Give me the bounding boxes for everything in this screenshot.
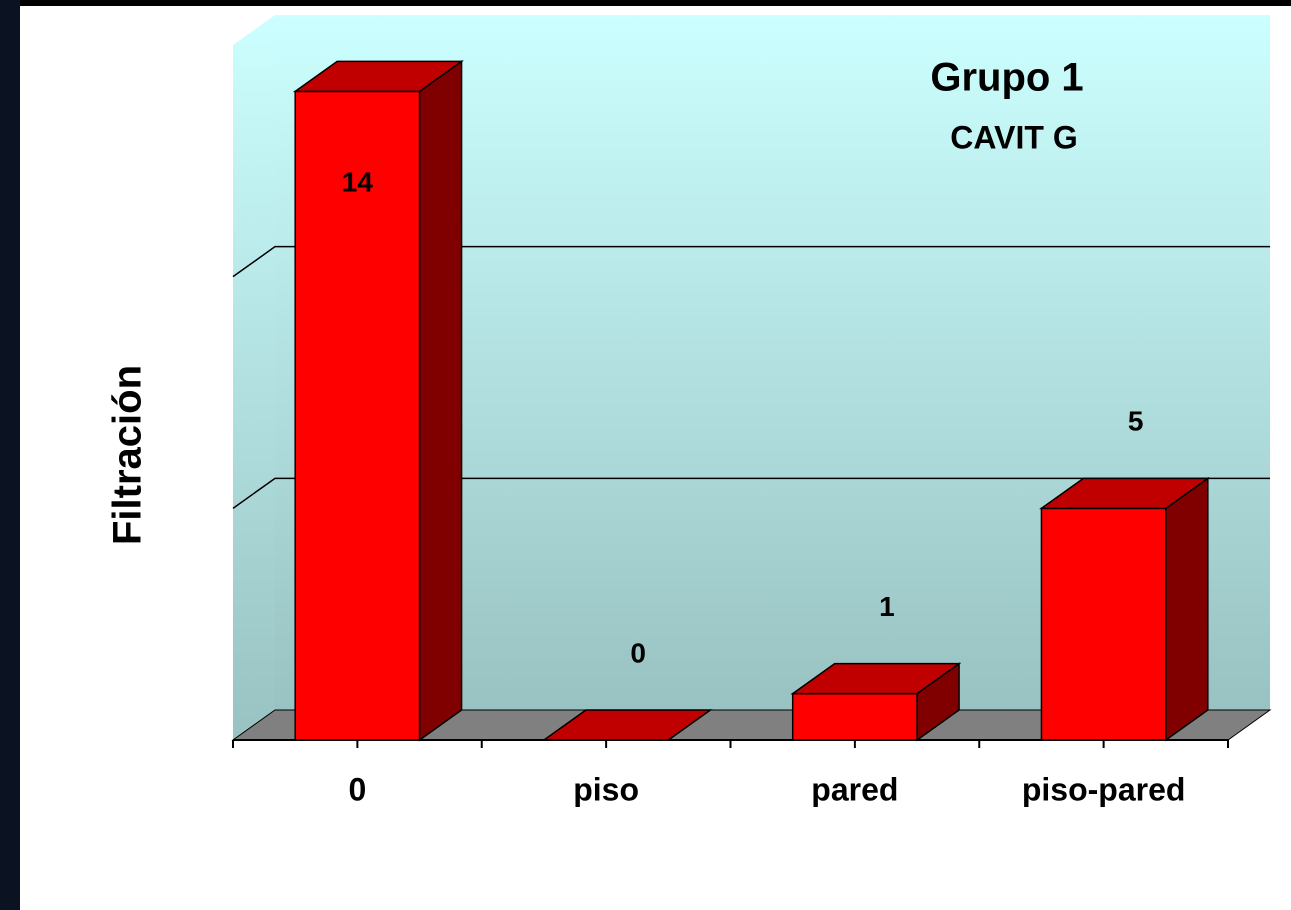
bar xyxy=(292,59,464,742)
grid-line xyxy=(232,477,1270,509)
bar xyxy=(541,709,713,741)
x-tick-label: pared xyxy=(811,771,898,807)
chart-title: Grupo 1 xyxy=(930,56,1083,100)
frame-left xyxy=(0,0,20,910)
back-wall xyxy=(275,15,1270,710)
bar-top xyxy=(1039,477,1211,510)
frame-top xyxy=(0,0,1291,6)
side-wall xyxy=(233,15,275,740)
x-tick-label: piso xyxy=(573,771,639,807)
bar-side xyxy=(1165,476,1209,742)
bar-front xyxy=(1040,507,1167,741)
bar xyxy=(1039,476,1211,742)
data-label: 14 xyxy=(342,167,374,198)
x-tick-label: piso-pared xyxy=(1022,771,1186,807)
data-label: 0 xyxy=(630,637,646,668)
bar-front xyxy=(791,692,918,741)
data-label: 1 xyxy=(879,591,895,622)
bar xyxy=(790,662,962,742)
x-tick-label: 0 xyxy=(348,771,366,807)
bar-top xyxy=(292,60,464,93)
y-axis-label: Filtración xyxy=(106,365,150,545)
bar-side xyxy=(418,59,463,742)
grid-line xyxy=(232,245,1270,278)
chart-subtitle: CAVIT G xyxy=(950,119,1077,155)
bar-top xyxy=(541,709,713,741)
bar-top xyxy=(790,662,962,695)
data-label: 5 xyxy=(1128,406,1144,437)
